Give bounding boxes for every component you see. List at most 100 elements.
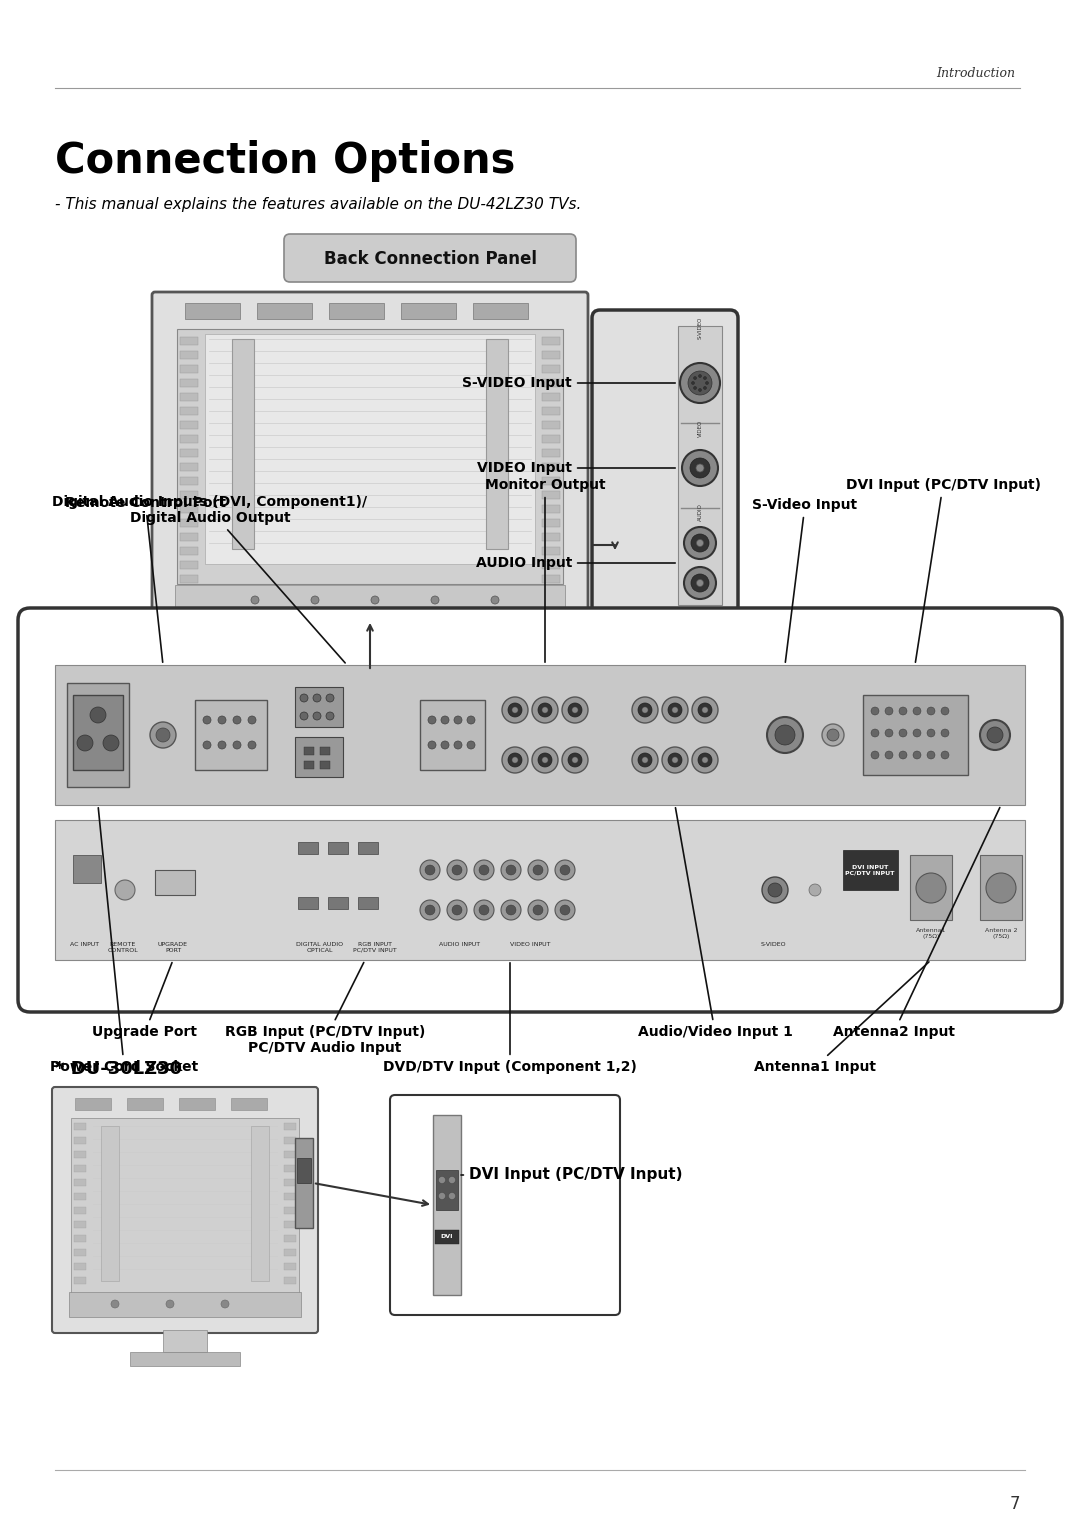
Bar [163,1330,207,1353]
Circle shape [693,386,697,389]
Circle shape [870,750,879,759]
Circle shape [538,703,552,717]
Bar [542,534,561,541]
Bar [291,677,405,793]
Circle shape [555,860,575,880]
Bar [542,464,561,471]
Bar [303,747,314,755]
Bar [205,334,535,564]
Circle shape [311,596,319,604]
Circle shape [528,860,548,880]
Text: AUDIO: AUDIO [698,503,702,522]
Text: Power Cord Socket: Power Cord Socket [50,808,199,1074]
Circle shape [561,904,570,915]
Bar [320,747,330,755]
Text: Upgrade Port: Upgrade Port [93,962,198,1039]
Circle shape [885,729,893,737]
Circle shape [690,458,710,477]
Circle shape [103,735,119,750]
Circle shape [698,703,712,717]
Bar [75,1263,86,1270]
Circle shape [534,865,543,875]
Circle shape [572,708,578,714]
Bar [291,833,405,949]
Circle shape [870,708,879,715]
Circle shape [420,860,440,880]
Text: Monitor Output: Monitor Output [485,477,605,662]
Bar [284,1138,296,1144]
Circle shape [980,720,1010,750]
Bar [231,1098,267,1110]
Bar [180,518,198,528]
Circle shape [501,860,521,880]
Bar [55,820,1025,961]
Text: Introduction: Introduction [936,67,1015,79]
Bar [67,683,129,787]
Bar [179,1098,215,1110]
Circle shape [688,371,712,395]
Circle shape [438,1193,446,1200]
Bar [75,1151,86,1157]
Bar [75,1249,86,1257]
Bar [357,897,378,909]
Bar [295,686,343,727]
Text: - This manual explains the features available on the DU-42LZ30 TVs.: - This manual explains the features avai… [55,197,581,212]
Circle shape [542,756,548,762]
Text: Remote Control Port: Remote Control Port [65,496,226,662]
Bar [69,1292,301,1318]
Circle shape [114,880,135,900]
Text: UPGRADE
PORT: UPGRADE PORT [158,942,188,953]
Text: Antenna2 Input: Antenna2 Input [833,808,1000,1039]
Circle shape [697,540,703,546]
Bar [436,1170,458,1209]
Circle shape [638,703,652,717]
Circle shape [538,753,552,767]
Bar [180,575,198,583]
Text: S-VIDEO: S-VIDEO [760,942,786,947]
Circle shape [927,729,935,737]
Circle shape [447,900,467,920]
Circle shape [300,712,308,720]
Text: S-Video Input: S-Video Input [753,499,858,662]
Circle shape [438,1176,446,1183]
Circle shape [474,860,494,880]
Bar [284,1179,296,1186]
Bar [185,303,240,319]
Bar [180,407,198,415]
Bar [180,561,198,569]
Circle shape [913,750,921,759]
Circle shape [221,1299,229,1308]
Bar [75,1222,86,1228]
Circle shape [77,735,93,750]
Circle shape [532,697,558,723]
Bar [175,586,565,615]
Bar [75,1122,86,1130]
Circle shape [480,865,489,875]
Text: DVI Input (PC/DTV Input): DVI Input (PC/DTV Input) [461,1168,683,1182]
Bar [420,700,485,770]
Circle shape [251,596,259,604]
Bar [542,337,561,345]
Circle shape [885,708,893,715]
Bar [486,339,508,549]
Bar [357,842,378,854]
Bar [284,1206,296,1214]
Bar [284,1263,296,1270]
Bar [342,625,399,653]
Circle shape [568,753,582,767]
Bar [284,1276,296,1284]
Circle shape [502,747,528,773]
Bar [542,421,561,429]
Circle shape [467,741,475,749]
Text: AUDIO Input: AUDIO Input [475,557,675,570]
Bar [180,547,198,555]
Circle shape [913,729,921,737]
Bar [298,842,318,854]
Bar [180,435,198,442]
Bar [177,329,563,584]
Circle shape [474,900,494,920]
Text: Antenna 2
(75Ω): Antenna 2 (75Ω) [985,929,1017,939]
Bar [863,695,968,775]
Bar [71,1118,299,1293]
Bar [180,491,198,499]
